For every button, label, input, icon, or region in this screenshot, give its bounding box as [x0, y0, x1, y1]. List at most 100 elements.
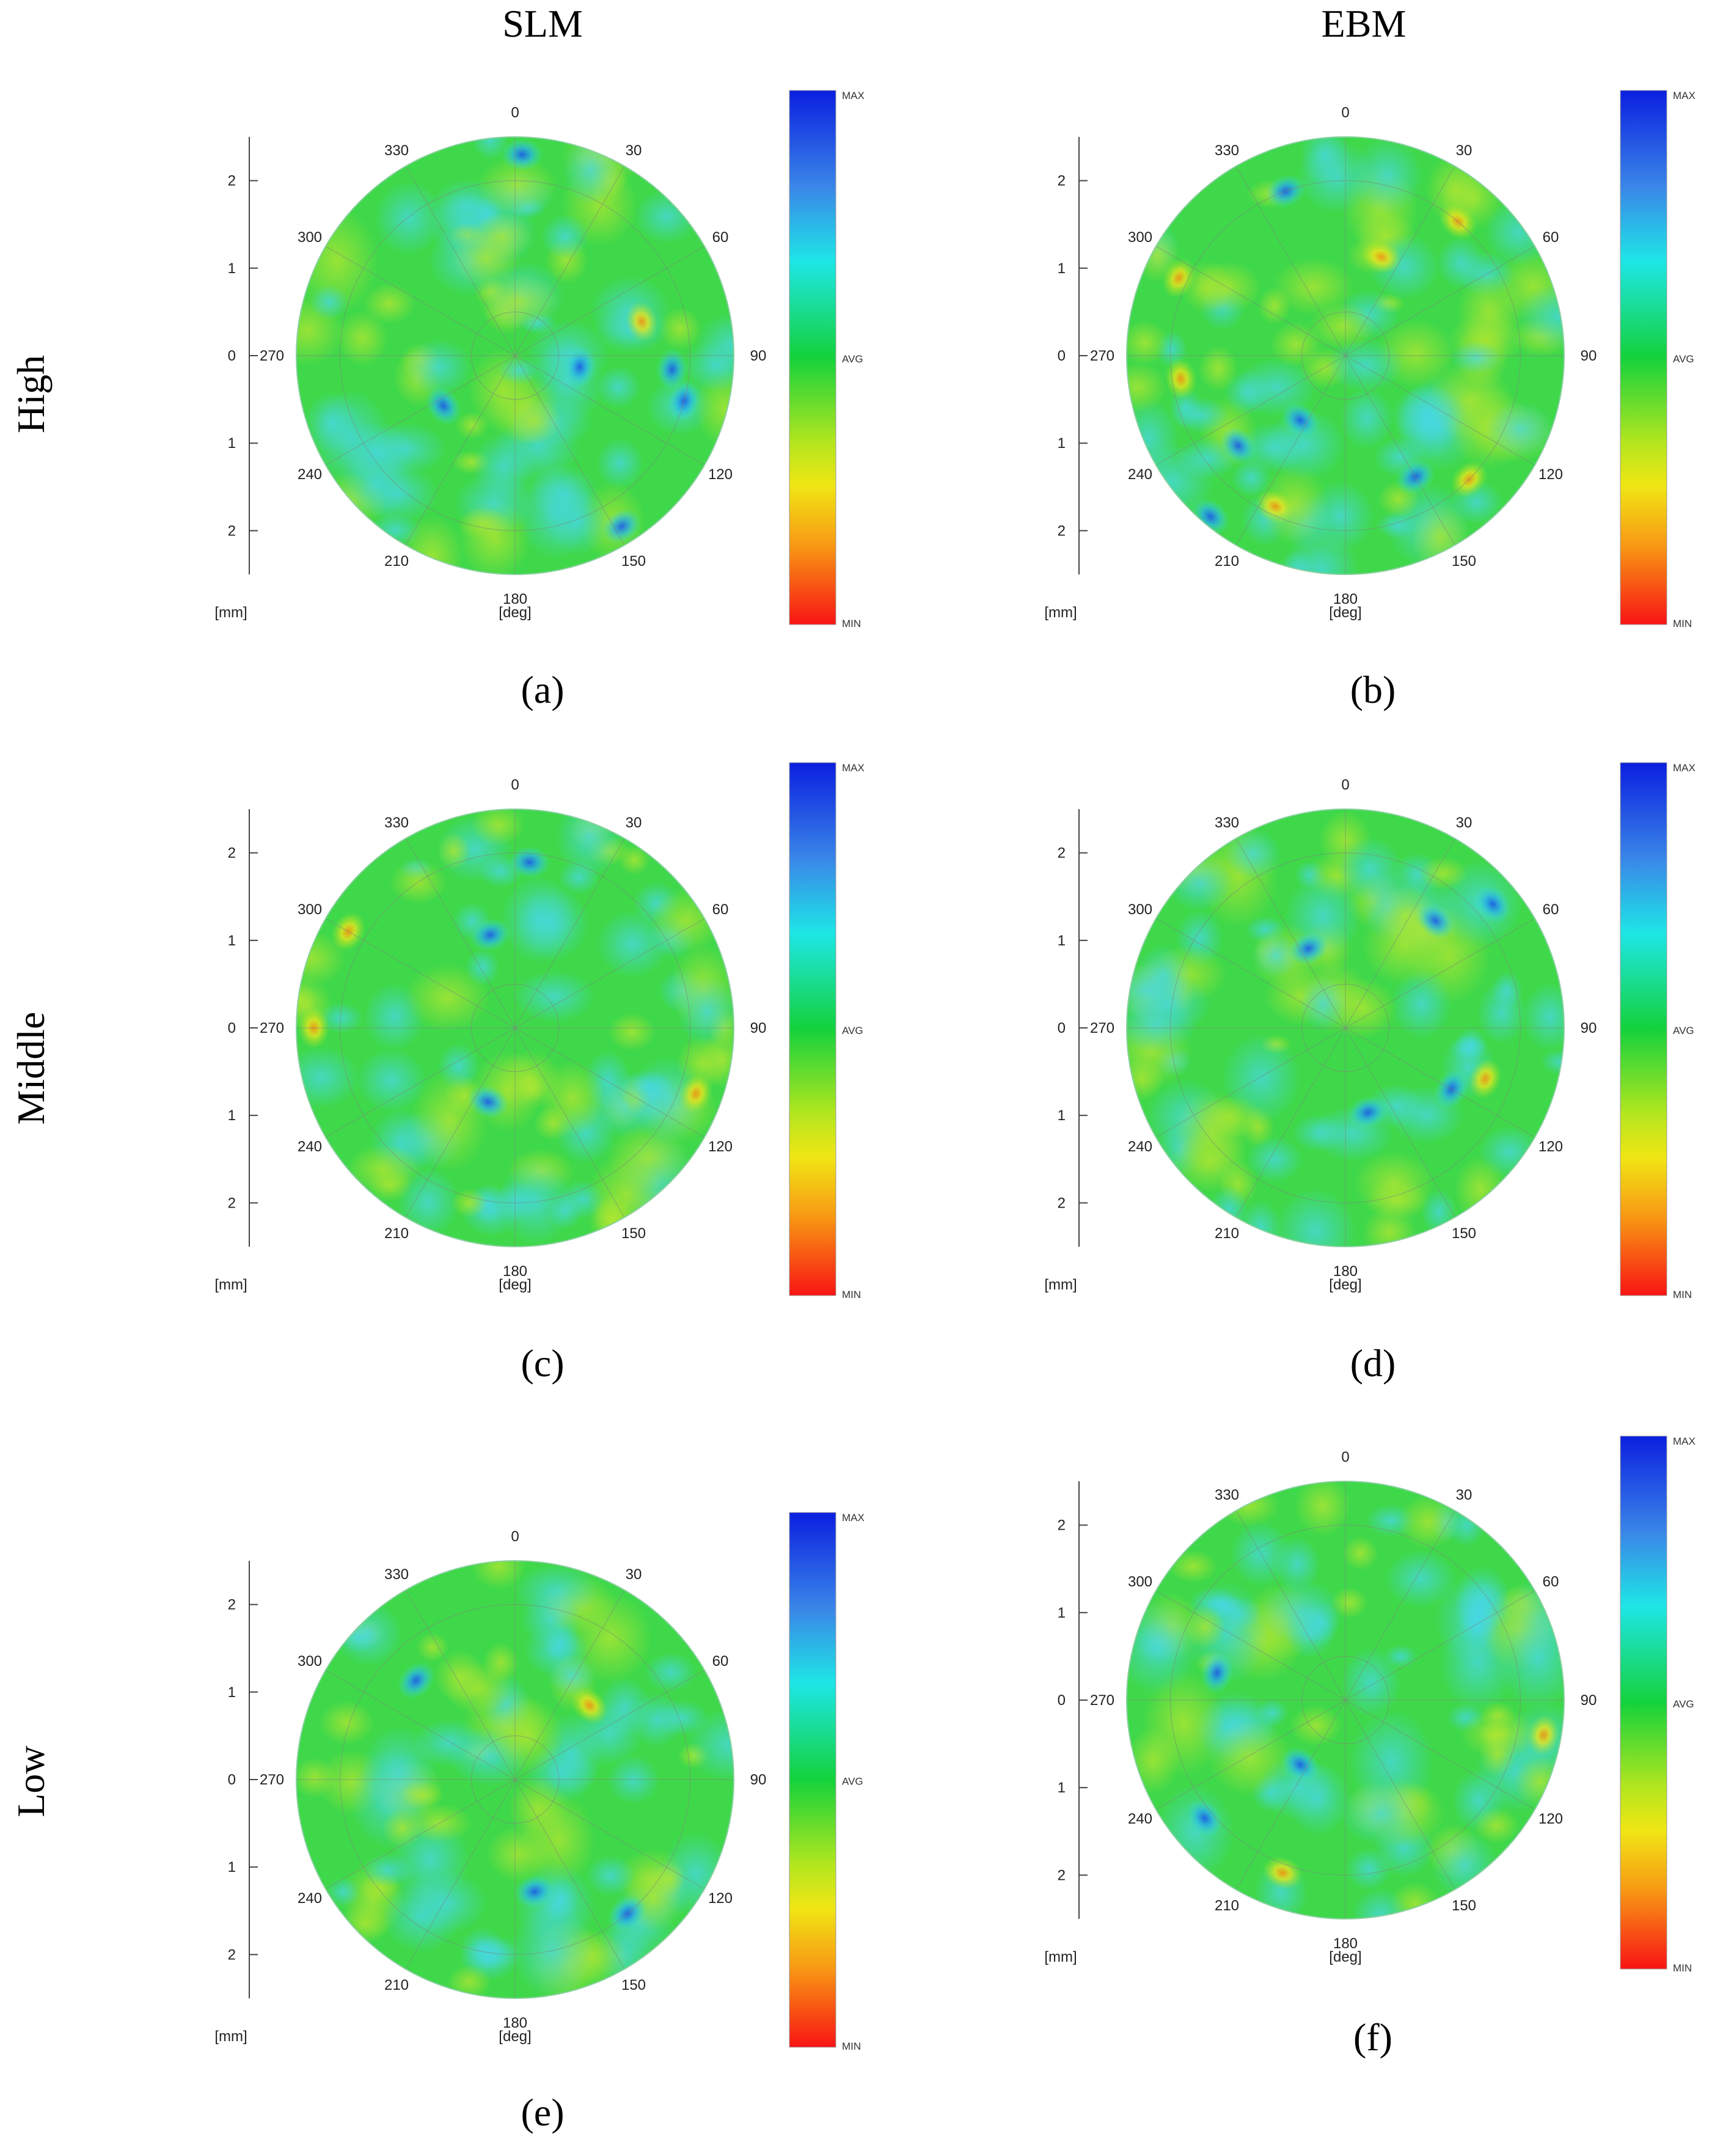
radial-tick-label: 0 — [228, 1772, 236, 1788]
grid-spoke — [405, 166, 516, 356]
colorbar-avg-label: AVG — [842, 353, 863, 365]
grid-spoke — [1155, 355, 1346, 466]
column-header-ebm: EBM — [1322, 2, 1407, 45]
grid-spoke — [325, 918, 516, 1028]
hotspot-low — [679, 1073, 713, 1114]
texture-blob — [1290, 1705, 1342, 1747]
radial-tick-label: 2 — [228, 522, 236, 539]
grid-spoke — [325, 1027, 516, 1138]
panel-caption: (e) — [521, 2091, 564, 2134]
texture-blob — [468, 1935, 521, 1970]
angle-tick-label: 90 — [750, 1020, 767, 1036]
grid-spoke — [405, 355, 516, 546]
radial-tick-label: 2 — [1058, 1867, 1066, 1883]
colorbar — [1620, 1436, 1667, 1970]
radial-tick-label: 1 — [228, 435, 236, 452]
angle-axis-label: [deg] — [1329, 1277, 1361, 1293]
texture-blob — [1273, 258, 1355, 315]
grid-spoke — [514, 246, 705, 356]
hotspot-high — [602, 508, 642, 544]
radial-tick-label: 0 — [1058, 348, 1066, 364]
angle-tick-label: 240 — [298, 466, 322, 483]
hotspot-high — [1201, 1652, 1234, 1693]
texture-blob — [339, 422, 415, 484]
texture-blob — [1127, 996, 1197, 1054]
hotspot-high — [469, 919, 511, 952]
hotspot-low — [1161, 258, 1196, 298]
map-outline — [296, 809, 734, 1247]
radial-tick-label: 1 — [228, 1107, 236, 1124]
texture-blob — [1275, 1189, 1356, 1247]
hotspot-high — [563, 346, 596, 388]
grid-spoke — [1345, 1700, 1535, 1810]
angle-tick-label: 210 — [384, 1977, 409, 1993]
radial-tick-label: 0 — [1058, 1692, 1066, 1709]
angle-tick-label: 120 — [1538, 1138, 1563, 1155]
texture-blob — [1485, 402, 1555, 458]
hotspot-low — [1262, 1856, 1303, 1890]
map-outline — [296, 1560, 734, 1999]
grid-spoke — [1155, 1590, 1346, 1701]
angle-tick-label: 0 — [1341, 777, 1349, 793]
texture-blob — [1224, 370, 1271, 416]
texture-blob — [586, 1855, 636, 1896]
hotspot-high — [1347, 1096, 1389, 1129]
texture-blob — [515, 886, 590, 961]
hotspot-high — [514, 1876, 556, 1908]
angle-tick-label: 0 — [511, 1528, 519, 1545]
texture-blob — [1521, 983, 1564, 1051]
colorbar-min-label: MIN — [842, 1289, 861, 1300]
texture-blob — [296, 931, 346, 986]
grid-spoke — [514, 1779, 705, 1890]
angle-tick-label: 120 — [708, 1890, 733, 1907]
texture-blob — [1458, 1601, 1497, 1650]
texture-blob — [1194, 1095, 1264, 1140]
texture-blob — [416, 1632, 449, 1662]
colorbar — [789, 90, 836, 625]
texture-blob — [1337, 837, 1403, 903]
texture-blob — [1198, 345, 1238, 392]
texture-blob — [1256, 1698, 1289, 1727]
grid-spoke — [405, 1590, 516, 1780]
texture-blob — [1247, 1136, 1303, 1183]
texture-blob — [319, 1701, 375, 1745]
angle-tick-label: 210 — [384, 1225, 409, 1242]
texture-blob — [471, 213, 533, 260]
angle-tick-label: 180 — [1333, 1935, 1358, 1952]
texture-blob — [1376, 512, 1418, 539]
radial-axis-label: [mm] — [1044, 1277, 1077, 1293]
texture-blob — [1127, 362, 1167, 413]
texture-blob — [555, 809, 623, 878]
texture-blob — [1193, 261, 1262, 314]
angle-axis-label: [deg] — [499, 1277, 531, 1293]
grid-spoke — [1345, 1700, 1455, 1890]
colorbar-max-label: MAX — [1673, 762, 1696, 774]
angle-tick-label: 90 — [1581, 1692, 1597, 1709]
texture-blob — [1155, 1784, 1235, 1880]
angle-tick-label: 150 — [621, 553, 646, 570]
angle-tick-label: 270 — [260, 1772, 284, 1788]
radial-axis-label: [mm] — [1044, 1949, 1077, 1965]
grid-spoke — [1155, 246, 1346, 356]
radial-tick-label: 2 — [228, 1946, 236, 1963]
hotspot-high — [1281, 1747, 1320, 1783]
angle-tick-label: 90 — [1581, 348, 1597, 364]
texture-blob — [412, 1719, 486, 1767]
grid-spoke — [1155, 1700, 1346, 1810]
angle-tick-label: 240 — [1128, 1811, 1152, 1827]
angle-tick-label: 210 — [1215, 1898, 1239, 1914]
angle-tick-label: 0 — [511, 777, 519, 793]
angle-tick-label: 150 — [621, 1977, 646, 1993]
radial-tick-label: 0 — [228, 1020, 236, 1036]
texture-blob — [1459, 1710, 1540, 1759]
colorbar-avg-label: AVG — [842, 1776, 863, 1788]
angle-tick-label: 300 — [298, 1653, 322, 1670]
hotspot-low — [1468, 1058, 1502, 1099]
grid-spoke — [325, 1779, 516, 1890]
texture-blob — [1449, 1035, 1487, 1062]
grid-spoke — [514, 918, 705, 1028]
grid-spoke — [1345, 1510, 1455, 1701]
angle-tick-label: 330 — [384, 142, 409, 159]
angle-tick-label: 240 — [298, 1138, 322, 1155]
grid-spoke — [1235, 1027, 1346, 1218]
